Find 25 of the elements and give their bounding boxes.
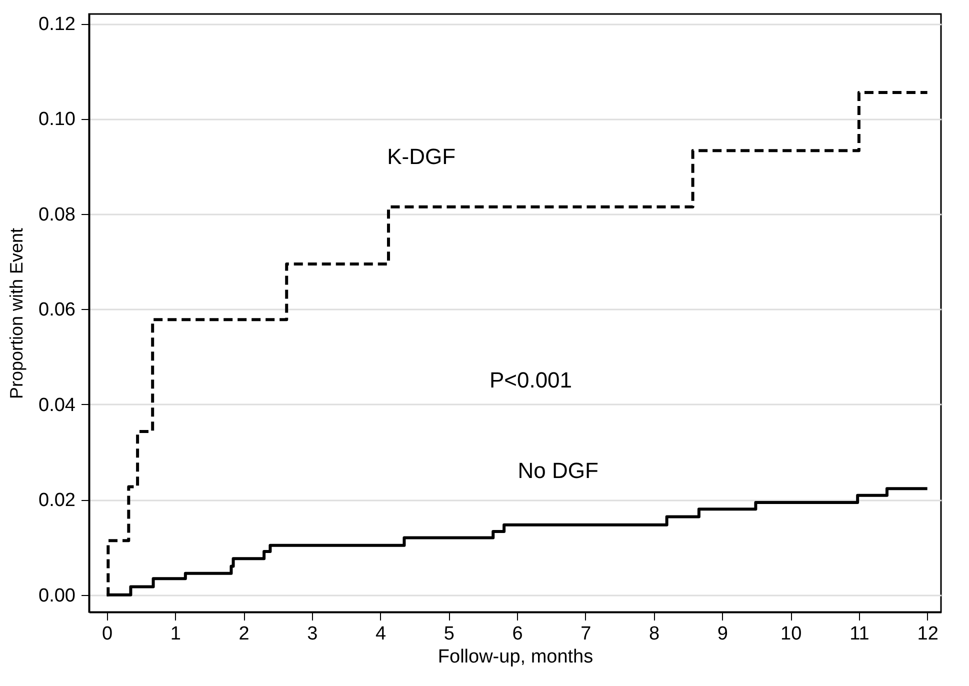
series-label: K-DGF [387,144,456,169]
y-axis-title: Proportion with Event [6,228,27,400]
x-tick-label: 1 [170,624,181,644]
x-tick-label: 4 [376,624,387,644]
annotation: P<0.001 [489,368,572,393]
x-axis-title: Follow-up, months [438,646,594,668]
x-tick-label: 0 [102,624,113,644]
x-tick-label: 11 [850,624,870,644]
x-tick-label: 8 [649,624,660,644]
series-label: No DGF [518,458,598,484]
y-tick-label: 0.12 [38,14,76,36]
x-tick-label: 6 [512,624,523,644]
y-tick-label: 0.02 [38,490,76,512]
x-tick-label: 9 [717,624,728,644]
x-tick-label: 12 [917,624,938,644]
y-tick-label: 0.00 [38,585,76,606]
y-tick-label: 0.10 [38,109,76,130]
y-tick-label: 0.04 [38,394,76,416]
x-tick-label: 2 [238,624,250,644]
x-tick-label: 5 [444,624,454,644]
y-tick-label: 0.08 [38,204,76,226]
x-tick-label: 7 [580,624,592,644]
x-tick-label: 3 [307,624,318,644]
y-tick-label: 0.06 [38,300,76,321]
x-tick-label: 10 [780,624,802,644]
